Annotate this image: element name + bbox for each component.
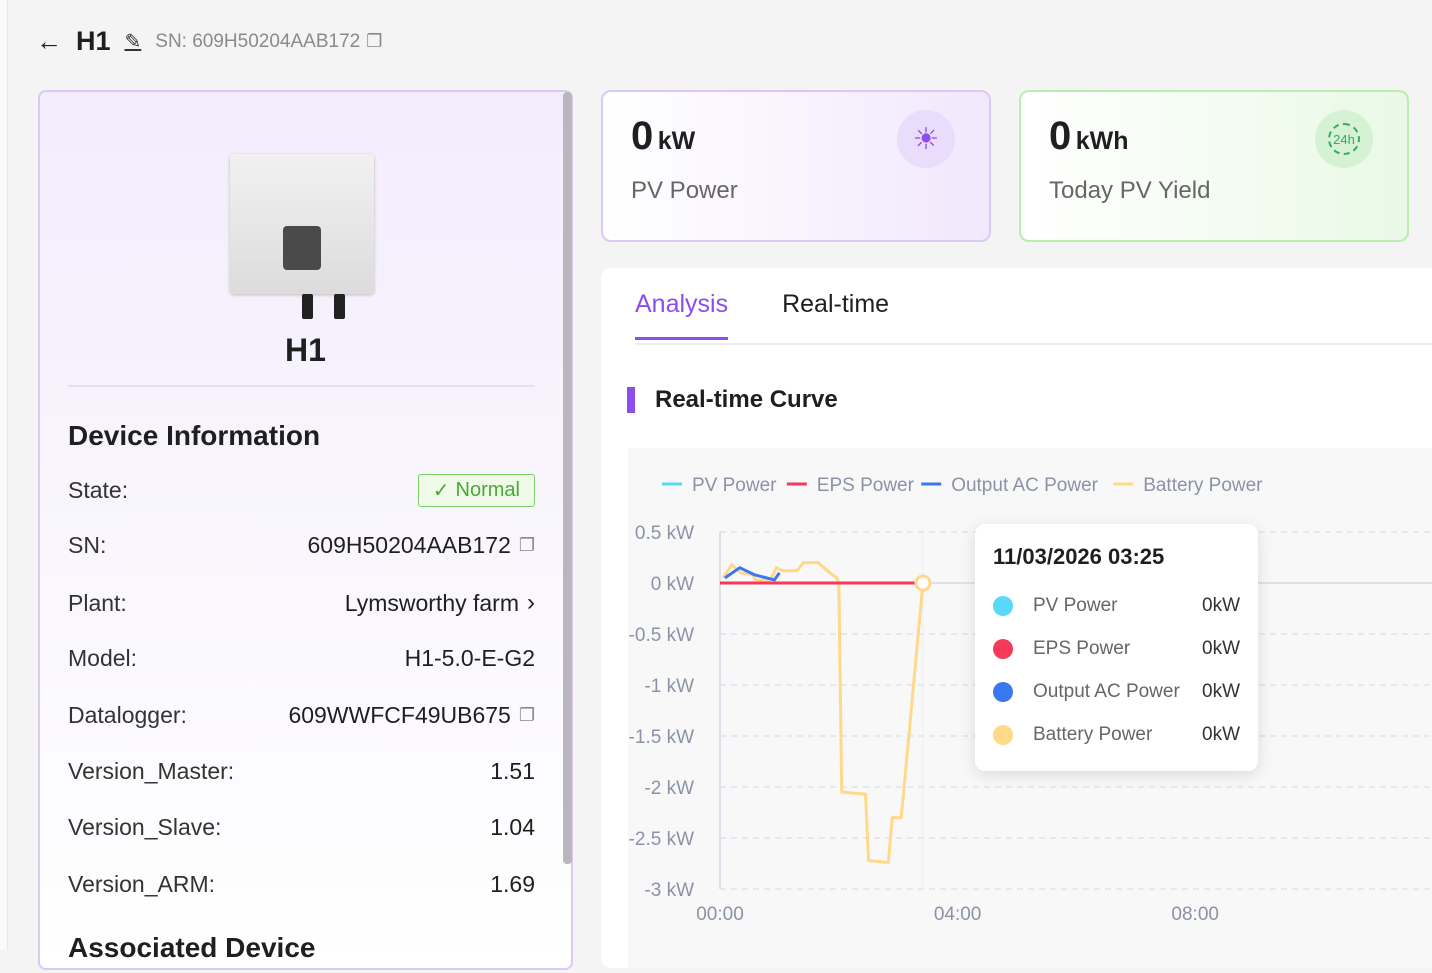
- field-label: Datalogger:: [68, 702, 187, 728]
- row-sn: SN: 609H50204AAB172 ❐: [68, 532, 535, 559]
- tooltip-name: Output AC Power: [1033, 680, 1180, 702]
- device-info-title: Device Information: [68, 420, 321, 451]
- tooltip-value: 0kW: [1202, 723, 1240, 745]
- y-tick-label: -1.5 kW: [629, 727, 695, 748]
- row-datalogger: Datalogger: 609WWFCF49UB675 ❐: [68, 702, 535, 729]
- field-label: SN:: [68, 532, 107, 558]
- 24h-energy-icon: 24h: [1315, 110, 1373, 168]
- row-model: Model: H1-5.0-E-G2: [68, 645, 535, 672]
- legend-label: PV Power: [692, 475, 777, 496]
- legend-label: Output AC Power: [951, 475, 1098, 496]
- legend-dot: [993, 595, 1013, 616]
- card-label: PV Power: [631, 177, 738, 204]
- card-unit: kW: [657, 127, 696, 155]
- y-tick-label: 0 kW: [651, 574, 694, 595]
- tab-realtime[interactable]: Real-time: [782, 290, 890, 318]
- check-circle-icon: ✓: [432, 480, 450, 502]
- row-version-master: Version_Master: 1.51: [68, 758, 535, 785]
- tooltip-name: PV Power: [1033, 594, 1118, 616]
- series-line-output-ac-power: [724, 566, 781, 582]
- field-value: 1.04: [490, 814, 535, 840]
- chart-tooltip: 11/03/2026 03:25 PV Power 0kW EPS Power 0k…: [975, 524, 1258, 771]
- field-label: Model:: [68, 645, 138, 671]
- analysis-panel: Analysis Real-time Real-time Curve PV Pow…: [601, 268, 1432, 968]
- back-arrow-icon[interactable]: ←: [36, 26, 62, 56]
- copy-icon[interactable]: ❐: [366, 31, 383, 51]
- sun-icon: ☀: [897, 110, 955, 168]
- header-sn: SN: 609H50204AAB172: [155, 30, 361, 52]
- x-tick-label: 04:00: [934, 904, 982, 925]
- y-tick-label: -2 kW: [644, 778, 694, 799]
- divider: [68, 385, 535, 387]
- y-tick-label: -2.5 kW: [629, 829, 695, 850]
- card-label: Today PV Yield: [1049, 177, 1211, 204]
- side-strip: [0, 0, 8, 950]
- card-unit: kWh: [1075, 127, 1129, 155]
- series-line-battery-power: [721, 561, 925, 864]
- legend-dot: [993, 681, 1013, 702]
- device-name: H1: [285, 332, 326, 368]
- inverter-image: [230, 154, 374, 319]
- page-title: H1: [76, 26, 111, 56]
- row-state: State: ✓ Normal: [68, 474, 535, 507]
- status-badge: ✓ Normal: [417, 474, 535, 507]
- today-yield-card: 0 kWh Today PV Yield 24h: [1019, 90, 1409, 242]
- field-label: Version_Slave:: [68, 814, 222, 840]
- row-plant[interactable]: Plant: Lymsworthy farm ›: [68, 589, 535, 617]
- section-title: Real-time Curve: [655, 386, 838, 413]
- field-label: Version_Master:: [68, 758, 235, 784]
- legend-dot: [993, 638, 1013, 659]
- chevron-right-icon[interactable]: ›: [527, 589, 535, 616]
- y-tick-label: -0.5 kW: [629, 625, 695, 646]
- field-label: Version_ARM:: [68, 871, 216, 897]
- plant-link[interactable]: Lymsworthy farm: [344, 589, 519, 616]
- scrollbar[interactable]: [563, 92, 572, 864]
- copy-icon[interactable]: ❐: [518, 705, 535, 725]
- x-tick-label: 00:00: [696, 904, 744, 925]
- edit-icon[interactable]: ✎: [124, 31, 142, 53]
- row-version-arm: Version_ARM: 1.69: [68, 871, 535, 898]
- tooltip-name: EPS Power: [1033, 637, 1131, 659]
- legend-label: Battery Power: [1143, 475, 1263, 496]
- x-tick-label: 08:00: [1171, 904, 1219, 925]
- tooltip-row: Battery Power 0kW: [993, 713, 1240, 756]
- row-version-slave: Version_Slave: 1.04: [68, 814, 535, 841]
- tooltip-title: 11/03/2026 03:25: [993, 544, 1165, 569]
- associated-device-title: Associated Device: [68, 932, 316, 963]
- field-value: 1.51: [490, 758, 535, 784]
- field-value: 609WWFCF49UB675: [288, 702, 511, 728]
- section-accent: [627, 387, 635, 413]
- status-text: Normal: [455, 479, 520, 501]
- tooltip-name: Battery Power: [1033, 723, 1153, 745]
- tooltip-row: EPS Power 0kW: [993, 627, 1240, 670]
- y-tick-label: -1 kW: [644, 676, 694, 697]
- field-label: State:: [68, 477, 129, 503]
- copy-icon[interactable]: ❐: [518, 535, 535, 555]
- tooltip-value: 0kW: [1202, 594, 1240, 616]
- field-value: H1-5.0-E-G2: [404, 645, 535, 671]
- legend-label: EPS Power: [817, 475, 915, 496]
- field-value: 609H50204AAB172: [307, 532, 511, 558]
- tooltip-value: 0kW: [1202, 637, 1240, 659]
- field-value: 1.69: [490, 871, 535, 897]
- card-value: 0: [631, 114, 654, 158]
- card-value: 0: [1049, 114, 1072, 158]
- legend-dot: [993, 724, 1013, 745]
- tooltip-value: 0kW: [1202, 680, 1240, 702]
- section-header: Real-time Curve: [627, 386, 838, 414]
- pv-power-card: 0 kW PV Power ☀: [601, 90, 991, 242]
- tooltip-row: Output AC Power 0kW: [993, 670, 1240, 713]
- field-label: Plant:: [68, 589, 127, 616]
- tab-analysis[interactable]: Analysis: [635, 290, 729, 340]
- device-panel: H1 Device Information State: ✓ Normal SN: 6…: [38, 90, 573, 970]
- tooltip-row: PV Power 0kW: [993, 584, 1240, 627]
- hover-point: [914, 574, 932, 592]
- y-tick-label: -3 kW: [644, 880, 694, 901]
- y-tick-label: 0.5 kW: [635, 523, 694, 544]
- page-header: ← H1 ✎ SN: 609H50204AAB172 ❐: [36, 26, 382, 57]
